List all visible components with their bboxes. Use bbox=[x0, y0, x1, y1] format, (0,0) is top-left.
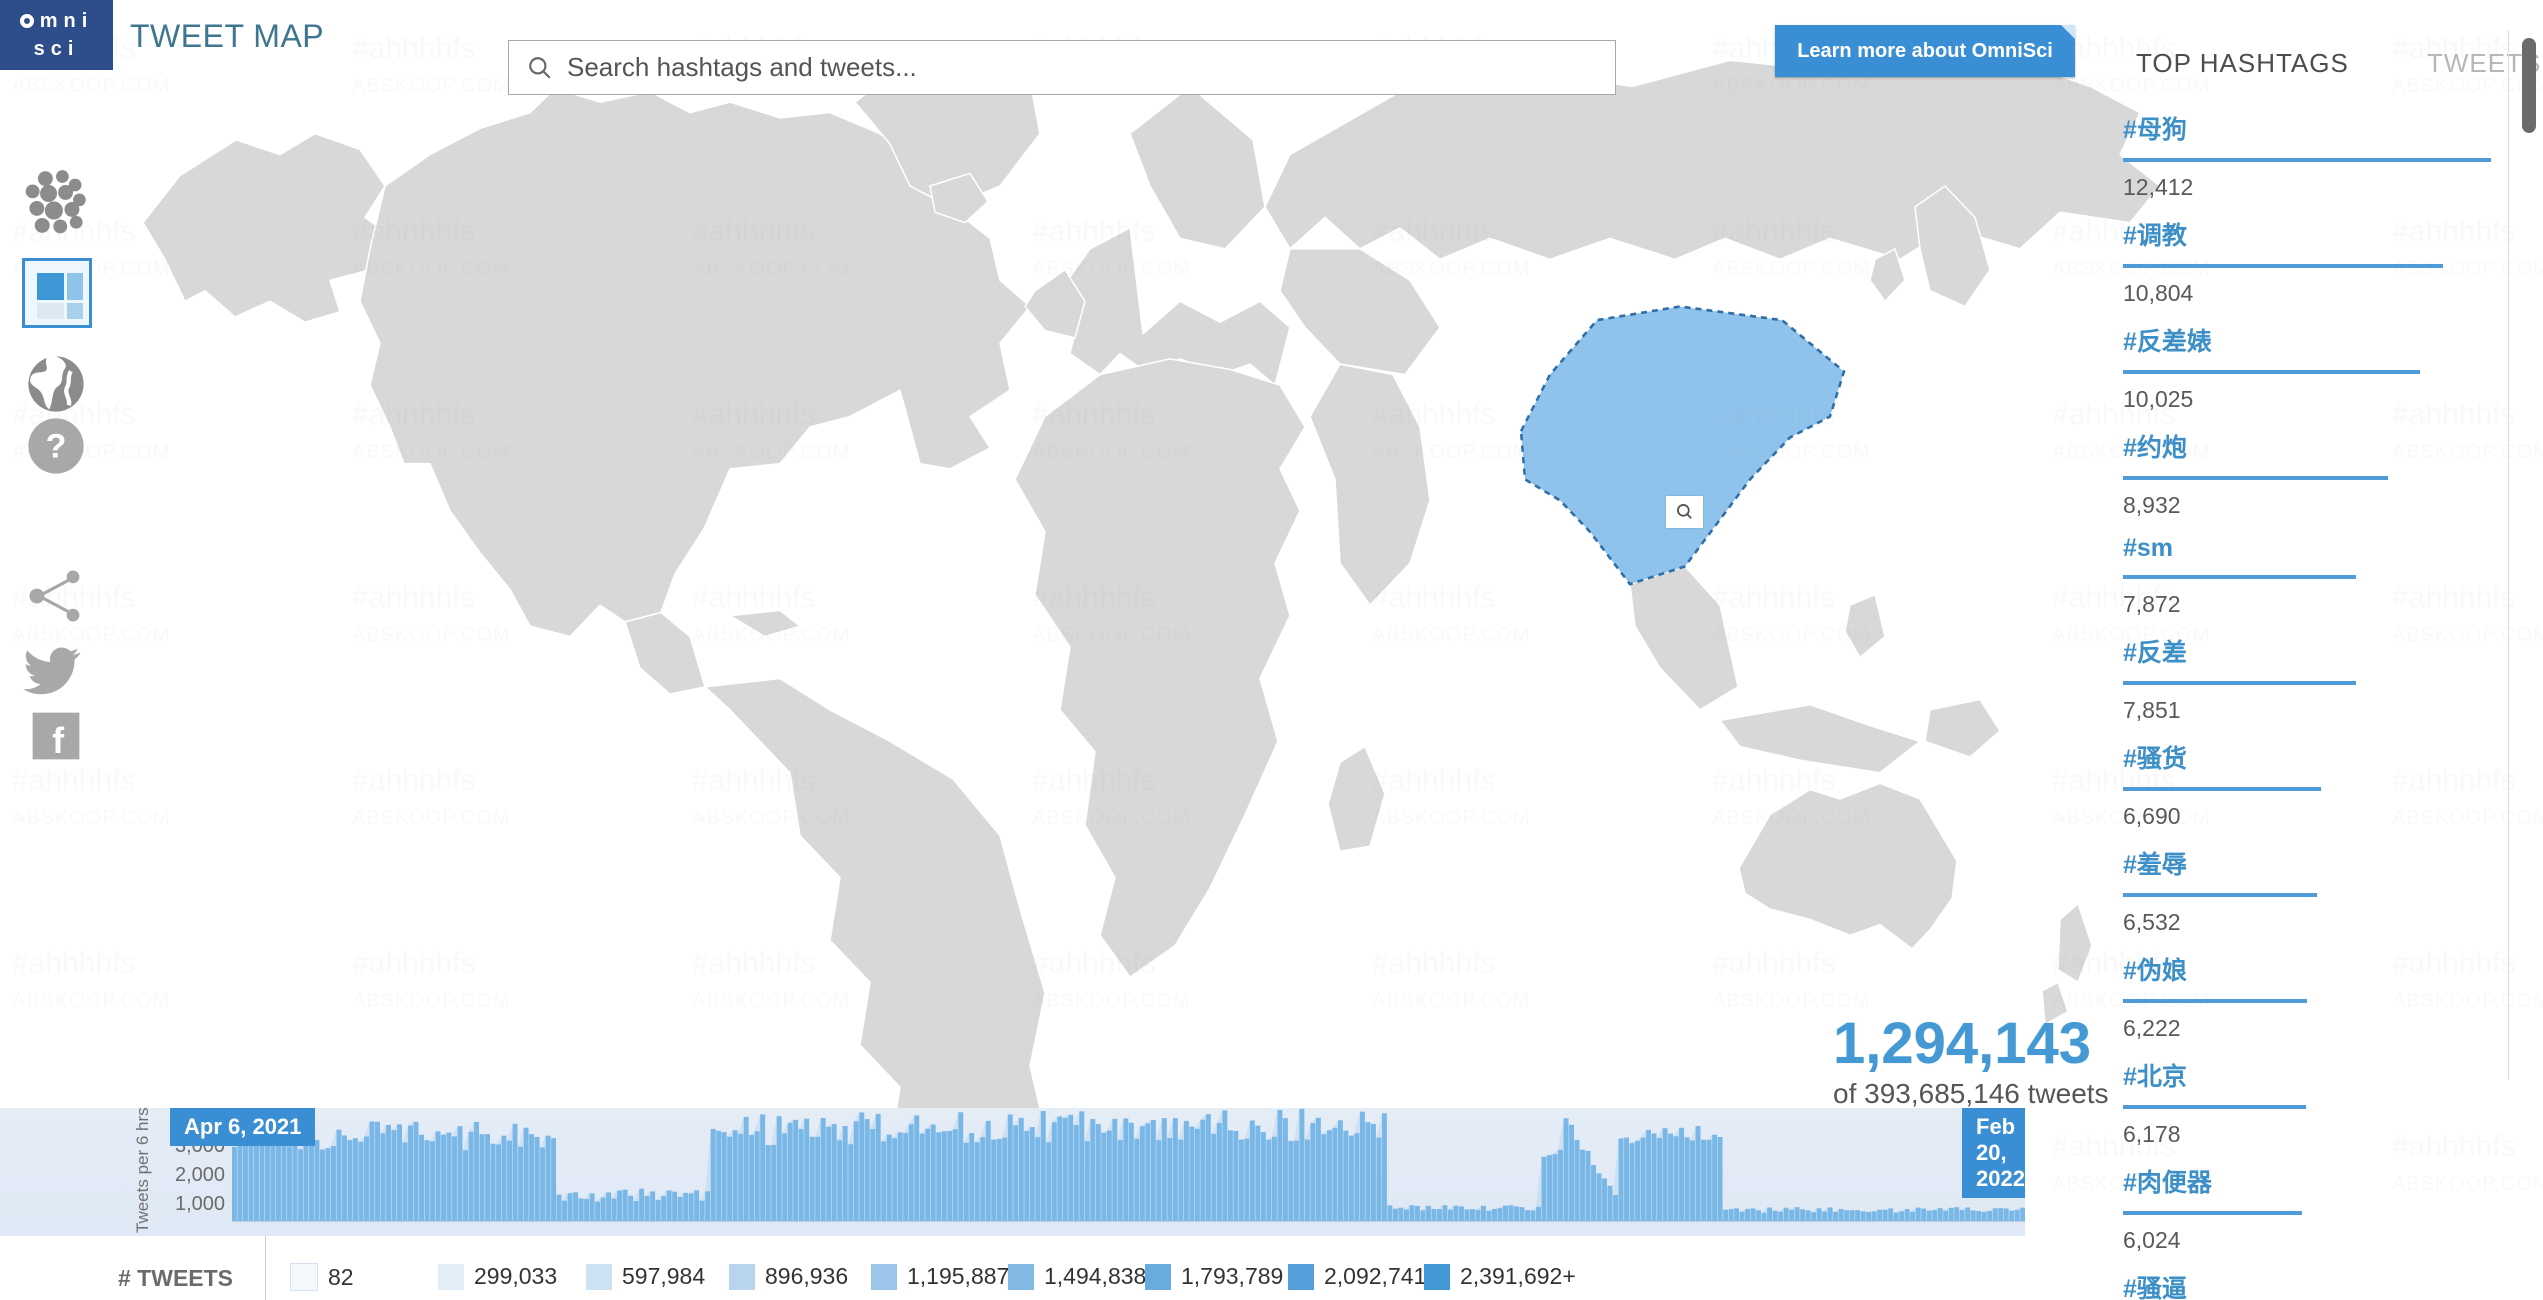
svg-text:f: f bbox=[52, 720, 65, 761]
svg-text:?: ? bbox=[46, 428, 67, 466]
